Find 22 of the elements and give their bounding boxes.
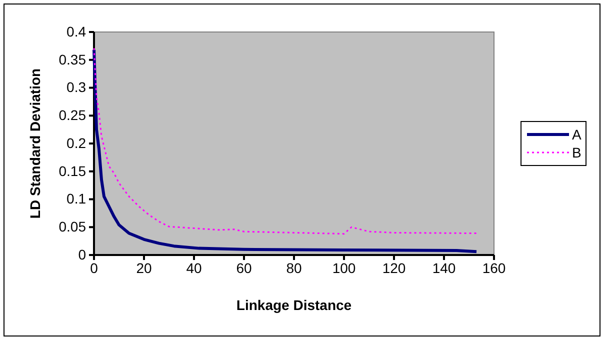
y-tick-label: 0.15 — [58, 162, 86, 179]
x-tick-label: 20 — [136, 260, 152, 276]
x-tick-label: 60 — [236, 260, 252, 276]
x-tick-label: 100 — [332, 260, 356, 276]
y-tick-label: 0.2 — [66, 134, 86, 151]
y-tick-label: 0.05 — [58, 218, 86, 235]
x-tick-label: 120 — [382, 260, 406, 276]
x-axis-title: Linkage Distance — [236, 297, 352, 313]
y-tick-label: 0.4 — [66, 23, 86, 40]
x-tick-label: 40 — [186, 260, 202, 276]
y-tick-label: 0.35 — [58, 51, 86, 68]
y-tick-label: 0 — [78, 246, 86, 262]
y-tick-label: 0.25 — [58, 107, 86, 124]
x-tick-label: 160 — [482, 260, 506, 276]
y-tick-label: 0.1 — [66, 190, 86, 207]
x-tick-label: 80 — [286, 260, 302, 276]
y-tick-label: 0.3 — [66, 79, 86, 96]
legend-label: A — [572, 126, 582, 142]
legend-label: B — [572, 144, 582, 160]
y-axis-title: LD Standard Deviation — [27, 68, 43, 219]
x-tick-label: 140 — [432, 260, 456, 276]
x-tick-label: 0 — [90, 260, 98, 276]
